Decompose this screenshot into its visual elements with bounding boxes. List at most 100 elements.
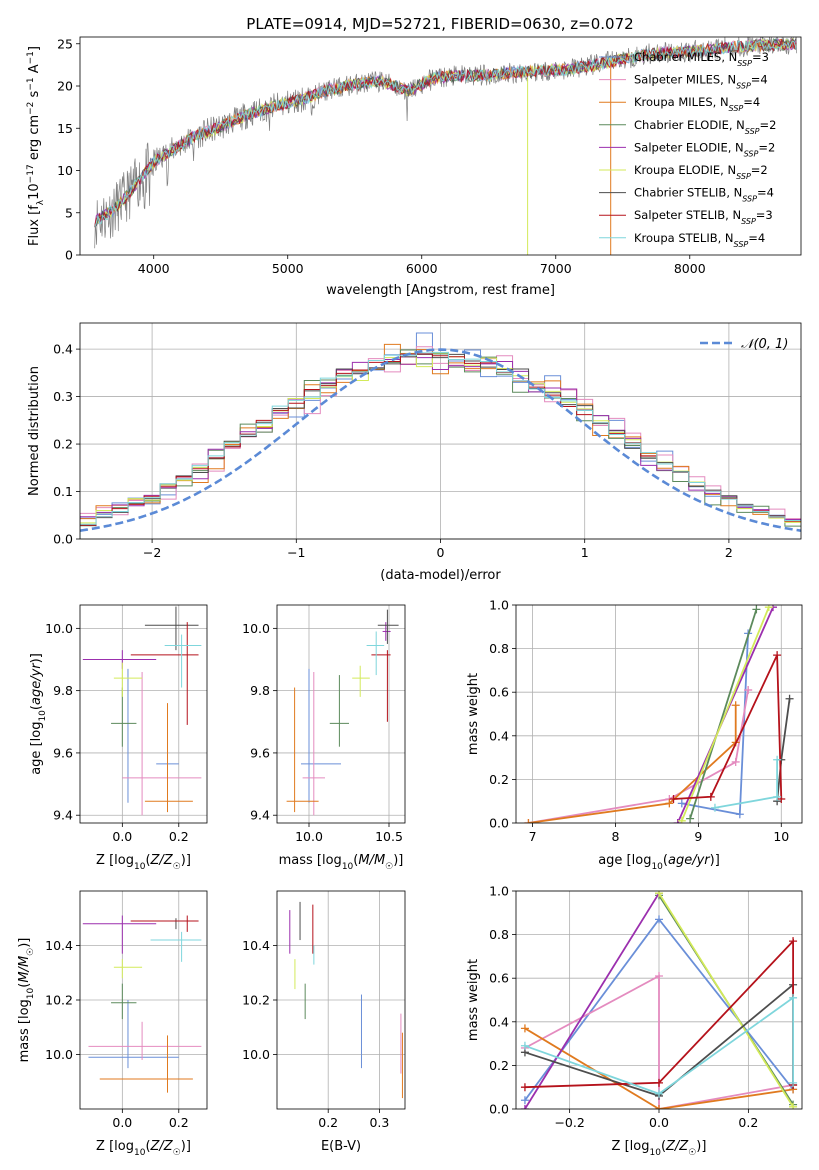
weight-marker xyxy=(673,819,682,823)
axes-frame xyxy=(79,322,802,540)
weight-marker xyxy=(731,757,740,766)
errorbar-point xyxy=(371,650,391,722)
y-tick-label: 0.0 xyxy=(489,816,509,831)
x-axis-label: mass [log10(M/M☉)] xyxy=(279,853,404,872)
x-axis-label: Z [log10(Z/Z☉)] xyxy=(96,853,191,872)
panel-age_vs_Z: 0.0 0.2 9.4 9.6 9.8 10.0 Z [log10(Z/Z☉)] age [l… xyxy=(29,604,208,872)
x-axis-label: (data-model)/error xyxy=(380,568,501,583)
axes-frame xyxy=(515,890,803,1110)
x-axis-label: Z [log10(Z/Z☉)] xyxy=(96,1139,191,1158)
weight-series xyxy=(524,686,753,823)
errorbar-point xyxy=(130,915,199,932)
spectrum-legend: Chabrier MILES, NSSP=3 Salpeter MILES, NS… xyxy=(599,50,776,248)
errorbar-point xyxy=(329,675,349,747)
x-tick-label: −1 xyxy=(287,545,305,560)
y-tick-label: 10.4 xyxy=(242,938,270,953)
x-tick-label: 0.0 xyxy=(112,829,132,844)
y-tick-label: 9.6 xyxy=(53,745,73,760)
y-tick-label: 9.4 xyxy=(53,808,73,823)
weight-marker xyxy=(669,795,678,804)
weight-marker xyxy=(677,816,686,823)
weight-marker xyxy=(655,972,663,981)
weight-line xyxy=(528,689,749,823)
x-tick-label: 0.2 xyxy=(169,1115,189,1130)
y-axis-label: mass [log10(M/M☉)] xyxy=(17,938,36,1063)
y-tick-label: 20 xyxy=(57,79,73,94)
y-tick-label: 0.0 xyxy=(53,532,73,547)
y-axis-label: age [log10(age/yr)] xyxy=(29,653,48,775)
x-tick-label: −2 xyxy=(143,545,161,560)
errorbar-point xyxy=(144,703,193,813)
weight-series xyxy=(520,891,663,1109)
y-axis-label: mass weight xyxy=(466,959,481,1041)
errorbar-point xyxy=(99,1035,193,1093)
weight-marker xyxy=(677,799,686,808)
legend-label: Salpeter ELODIE, NSSP=2 xyxy=(634,140,775,158)
y-tick-label: 25 xyxy=(57,36,73,51)
y-tick-label: 0.2 xyxy=(489,772,509,787)
errorbar-point xyxy=(88,1021,202,1060)
errorbar-point xyxy=(82,650,157,669)
x-tick-label: 7000 xyxy=(540,261,572,276)
x-tick-label: 1 xyxy=(581,545,589,560)
x-tick-label: 0.0 xyxy=(112,1115,132,1130)
errorbar-point xyxy=(111,687,137,747)
errorbar-point xyxy=(352,665,370,697)
panel-mass_vs_ebv: 0.2 0.3 10.0 10.2 10.4 E(B-V) xyxy=(242,890,406,1154)
residual-legend: 𝒩(0, 1) xyxy=(700,337,788,352)
weight-marker xyxy=(731,701,740,710)
errorbar-point xyxy=(150,931,202,962)
plot-area xyxy=(82,606,202,816)
y-tick-label: 10.0 xyxy=(242,621,270,636)
plot-area xyxy=(94,37,798,255)
weight-marker xyxy=(789,937,798,946)
y-tick-label: 10.2 xyxy=(45,993,73,1008)
axes-frame xyxy=(276,604,406,824)
panel-weight_vs_age: 7 8 9 10 0.0 0.2 0.4 0.6 0.8 1.0 age [log10(age/yr… xyxy=(466,598,803,872)
weight-line xyxy=(658,892,794,1108)
weight-line xyxy=(524,974,794,1109)
y-tick-label: 1.0 xyxy=(489,598,509,613)
weight-marker xyxy=(773,651,782,660)
x-tick-label: 0.2 xyxy=(738,1115,758,1130)
errorbar-point xyxy=(113,959,143,979)
errorbar-point xyxy=(286,687,319,813)
x-tick-label: 0.2 xyxy=(318,1115,338,1130)
y-tick-label: 0.8 xyxy=(489,927,509,942)
errorbar-point xyxy=(111,983,137,1020)
weight-marker xyxy=(520,1096,529,1105)
x-tick-label: −0.2 xyxy=(554,1115,584,1130)
x-tick-label: 0.2 xyxy=(169,829,189,844)
legend-label: Kroupa ELODIE, NSSP=2 xyxy=(634,163,768,181)
y-tick-label: 10 xyxy=(57,163,73,178)
errorbar-point xyxy=(130,622,199,725)
weight-series xyxy=(677,605,773,823)
weight-line xyxy=(524,892,660,1109)
errorbar-point xyxy=(377,609,399,644)
x-tick-label: 0.3 xyxy=(369,1115,389,1130)
axes-frame xyxy=(79,36,802,256)
errorbar-point xyxy=(301,668,341,803)
errorbar-point xyxy=(302,671,325,816)
x-axis-label: E(B-V) xyxy=(321,1139,361,1154)
weight-line xyxy=(673,654,783,800)
y-tick-label: 10.0 xyxy=(45,1047,73,1062)
y-tick-label: 0.6 xyxy=(489,971,509,986)
weight-marker xyxy=(655,891,663,898)
legend-label: Chabrier ELODIE, NSSP=2 xyxy=(634,118,776,136)
weight-series xyxy=(669,651,786,804)
y-tick-label: 0.3 xyxy=(53,389,73,404)
x-axis-label: wavelength [Angstrom, rest frame] xyxy=(326,283,555,298)
legend-label: Kroupa STELIB, NSSP=4 xyxy=(634,231,765,249)
weight-series xyxy=(710,755,782,812)
x-tick-label: 0.0 xyxy=(649,1115,669,1130)
model-line xyxy=(94,40,797,228)
histogram-step xyxy=(80,351,801,539)
weight-marker xyxy=(752,605,761,614)
weight-marker xyxy=(665,799,674,808)
x-tick-label: 5000 xyxy=(272,261,304,276)
y-axis-label: mass weight xyxy=(466,673,481,755)
weight-marker xyxy=(655,1089,663,1098)
weight-series xyxy=(677,629,753,819)
plot-area xyxy=(520,891,798,1109)
